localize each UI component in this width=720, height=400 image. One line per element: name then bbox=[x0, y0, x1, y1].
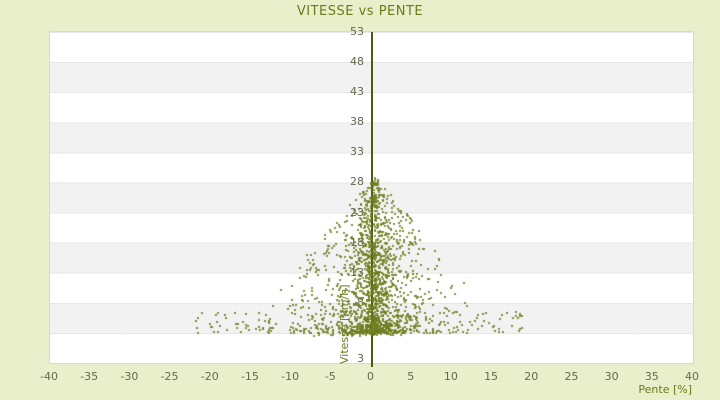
x-tick-label: -30 bbox=[120, 370, 139, 383]
x-tick-label: 35 bbox=[644, 370, 659, 383]
x-tick-label: 0 bbox=[367, 370, 374, 383]
x-tick-label: 30 bbox=[604, 370, 619, 383]
x-tick-label: 10 bbox=[443, 370, 458, 383]
x-tick-label: -5 bbox=[324, 370, 336, 383]
x-axis-title: Pente [%] bbox=[638, 383, 692, 396]
x-tick-label: -10 bbox=[281, 370, 300, 383]
x-tick-label: -25 bbox=[160, 370, 179, 383]
scatter-points-canvas bbox=[50, 32, 693, 363]
x-tick-label: -40 bbox=[40, 370, 58, 383]
x-tick-label: -35 bbox=[80, 370, 99, 383]
x-tick-label: -20 bbox=[200, 370, 219, 383]
x-tick-label: 15 bbox=[484, 370, 499, 383]
plot-area: Vitesse [km/h] 53484338332823181383 bbox=[49, 25, 694, 367]
x-tick-label: 20 bbox=[524, 370, 539, 383]
x-tick-label: -15 bbox=[240, 370, 259, 383]
x-tick-label: 5 bbox=[407, 370, 415, 383]
x-tick-label: 25 bbox=[564, 370, 579, 383]
chart-title: VITESSE vs PENTE bbox=[296, 4, 424, 19]
x-tick-label: 40 bbox=[685, 370, 699, 383]
